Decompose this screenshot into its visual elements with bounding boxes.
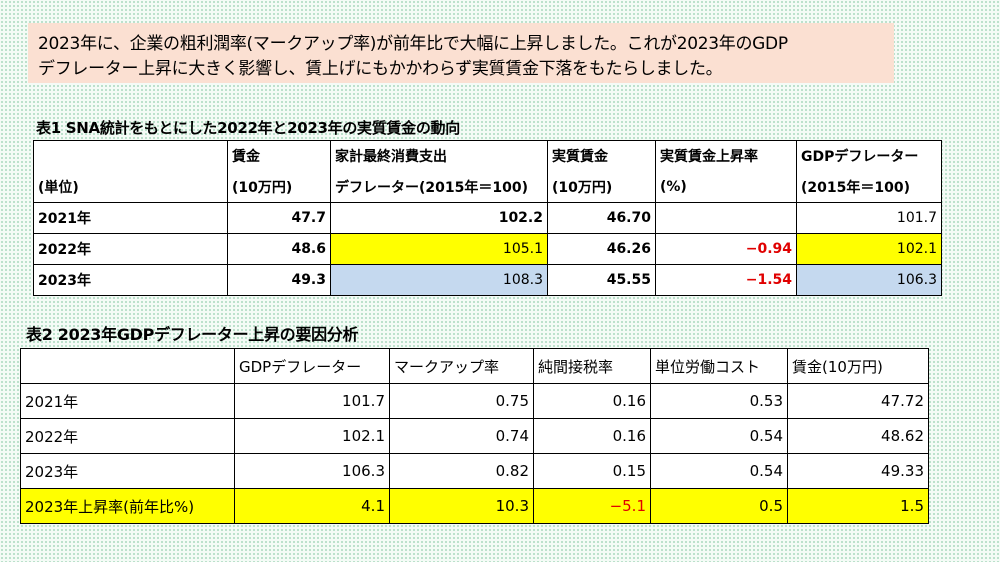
table-row: 2021年 47.7 102.2 46.70 101.7 (33, 202, 942, 234)
cell: 48.62 (787, 418, 929, 454)
cell: 46.26 (547, 233, 656, 265)
header-cell: 賃金(10万円) (787, 348, 929, 384)
row-label: 2022年 (20, 418, 235, 454)
cell: 106.3 (234, 453, 390, 489)
header-cell: マークアップ率 (389, 348, 534, 384)
cell: 47.72 (787, 383, 929, 419)
table-row: 2022年 48.6 105.1 46.26 −0.94 102.1 (33, 233, 942, 265)
cell: 0.16 (533, 383, 651, 419)
cell: 0.15 (533, 453, 651, 489)
cell: 0.5 (650, 488, 788, 524)
cell-negative: −1.54 (655, 264, 797, 296)
header-cell: 賃金 (227, 140, 331, 172)
cell: 10.3 (389, 488, 534, 524)
callout-line-1: 2023年に、企業の粗利潤率(マークアップ率)が前年比で大幅に上昇しました。これ… (38, 34, 788, 54)
cell: 49.33 (787, 453, 929, 489)
row-label: 2023年上昇率(前年比%) (20, 488, 235, 524)
cell: 102.2 (330, 202, 548, 234)
cell-negative: −0.94 (655, 233, 797, 265)
deflator-factor-table: GDPデフレーター マークアップ率 純間接税率 単位労働コスト 賃金(10万円)… (20, 348, 929, 524)
row-label: 2021年 (33, 202, 228, 234)
cell-highlighted: 106.3 (796, 264, 942, 296)
unit-cell: (10万円) (547, 171, 656, 203)
cell: 49.3 (227, 264, 331, 296)
cell: 46.70 (547, 202, 656, 234)
unit-cell: (単位) (33, 171, 228, 203)
cell-negative: −5.1 (533, 488, 651, 524)
cell: 0.16 (533, 418, 651, 454)
summary-callout: 2023年に、企業の粗利潤率(マークアップ率)が前年比で大幅に上昇しました。これ… (28, 23, 894, 83)
cell: 48.6 (227, 233, 331, 265)
row-label: 2023年 (20, 453, 235, 489)
real-wage-table: 賃金 家計最終消費支出 実質賃金 実質賃金上昇率 GDPデフレーター (単位) … (33, 140, 942, 296)
growth-rate-row: 2023年上昇率(前年比%) 4.1 10.3 −5.1 0.5 1.5 (20, 488, 929, 524)
cell: 47.7 (227, 202, 331, 234)
table-row: 2022年 102.1 0.74 0.16 0.54 48.62 (20, 418, 929, 454)
header-cell: 家計最終消費支出 (330, 140, 548, 172)
cell: 0.82 (389, 453, 534, 489)
unit-cell: (%) (655, 171, 797, 203)
cell: 0.74 (389, 418, 534, 454)
cell (655, 202, 797, 234)
header-cell: 実質賃金 (547, 140, 656, 172)
cell: 101.7 (234, 383, 390, 419)
unit-cell: (10万円) (227, 171, 331, 203)
row-label: 2021年 (20, 383, 235, 419)
table-row: 2023年 106.3 0.82 0.15 0.54 49.33 (20, 453, 929, 489)
table2-header-row: GDPデフレーター マークアップ率 純間接税率 単位労働コスト 賃金(10万円) (20, 348, 929, 384)
table1-header-row-1: 賃金 家計最終消費支出 実質賃金 実質賃金上昇率 GDPデフレーター (33, 140, 942, 172)
unit-cell: (2015年＝100) (796, 171, 942, 203)
cell: 0.54 (650, 418, 788, 454)
cell: 1.5 (787, 488, 929, 524)
cell: 45.55 (547, 264, 656, 296)
header-cell: GDPデフレーター (796, 140, 942, 172)
cell: 0.75 (389, 383, 534, 419)
table2-caption: 表2 2023年GDPデフレーター上昇の要因分析 (26, 325, 359, 344)
header-cell (20, 348, 235, 384)
header-cell: GDPデフレーター (234, 348, 390, 384)
table-row: 2023年 49.3 108.3 45.55 −1.54 106.3 (33, 264, 942, 296)
cell: 4.1 (234, 488, 390, 524)
header-cell: 純間接税率 (533, 348, 651, 384)
cell: 101.7 (796, 202, 942, 234)
header-cell: 実質賃金上昇率 (655, 140, 797, 172)
cell-highlighted: 108.3 (330, 264, 548, 296)
table1-caption: 表1 SNA統計をもとにした2022年と2023年の実質賃金の動向 (36, 119, 460, 137)
cell: 102.1 (234, 418, 390, 454)
row-label: 2023年 (33, 264, 228, 296)
cell-highlighted: 102.1 (796, 233, 942, 265)
callout-line-2: デフレーター上昇に大きく影響し、賃上げにもかかわらず実質賃金下落をもたらしました… (38, 59, 723, 79)
table1-header-row-2: (単位) (10万円) デフレーター(2015年＝100) (10万円) (%)… (33, 171, 942, 203)
cell-highlighted: 105.1 (330, 233, 548, 265)
header-cell (33, 140, 228, 172)
header-cell: 単位労働コスト (650, 348, 788, 384)
row-label: 2022年 (33, 233, 228, 265)
table-row: 2021年 101.7 0.75 0.16 0.53 47.72 (20, 383, 929, 419)
cell: 0.54 (650, 453, 788, 489)
cell: 0.53 (650, 383, 788, 419)
unit-cell: デフレーター(2015年＝100) (330, 171, 548, 203)
